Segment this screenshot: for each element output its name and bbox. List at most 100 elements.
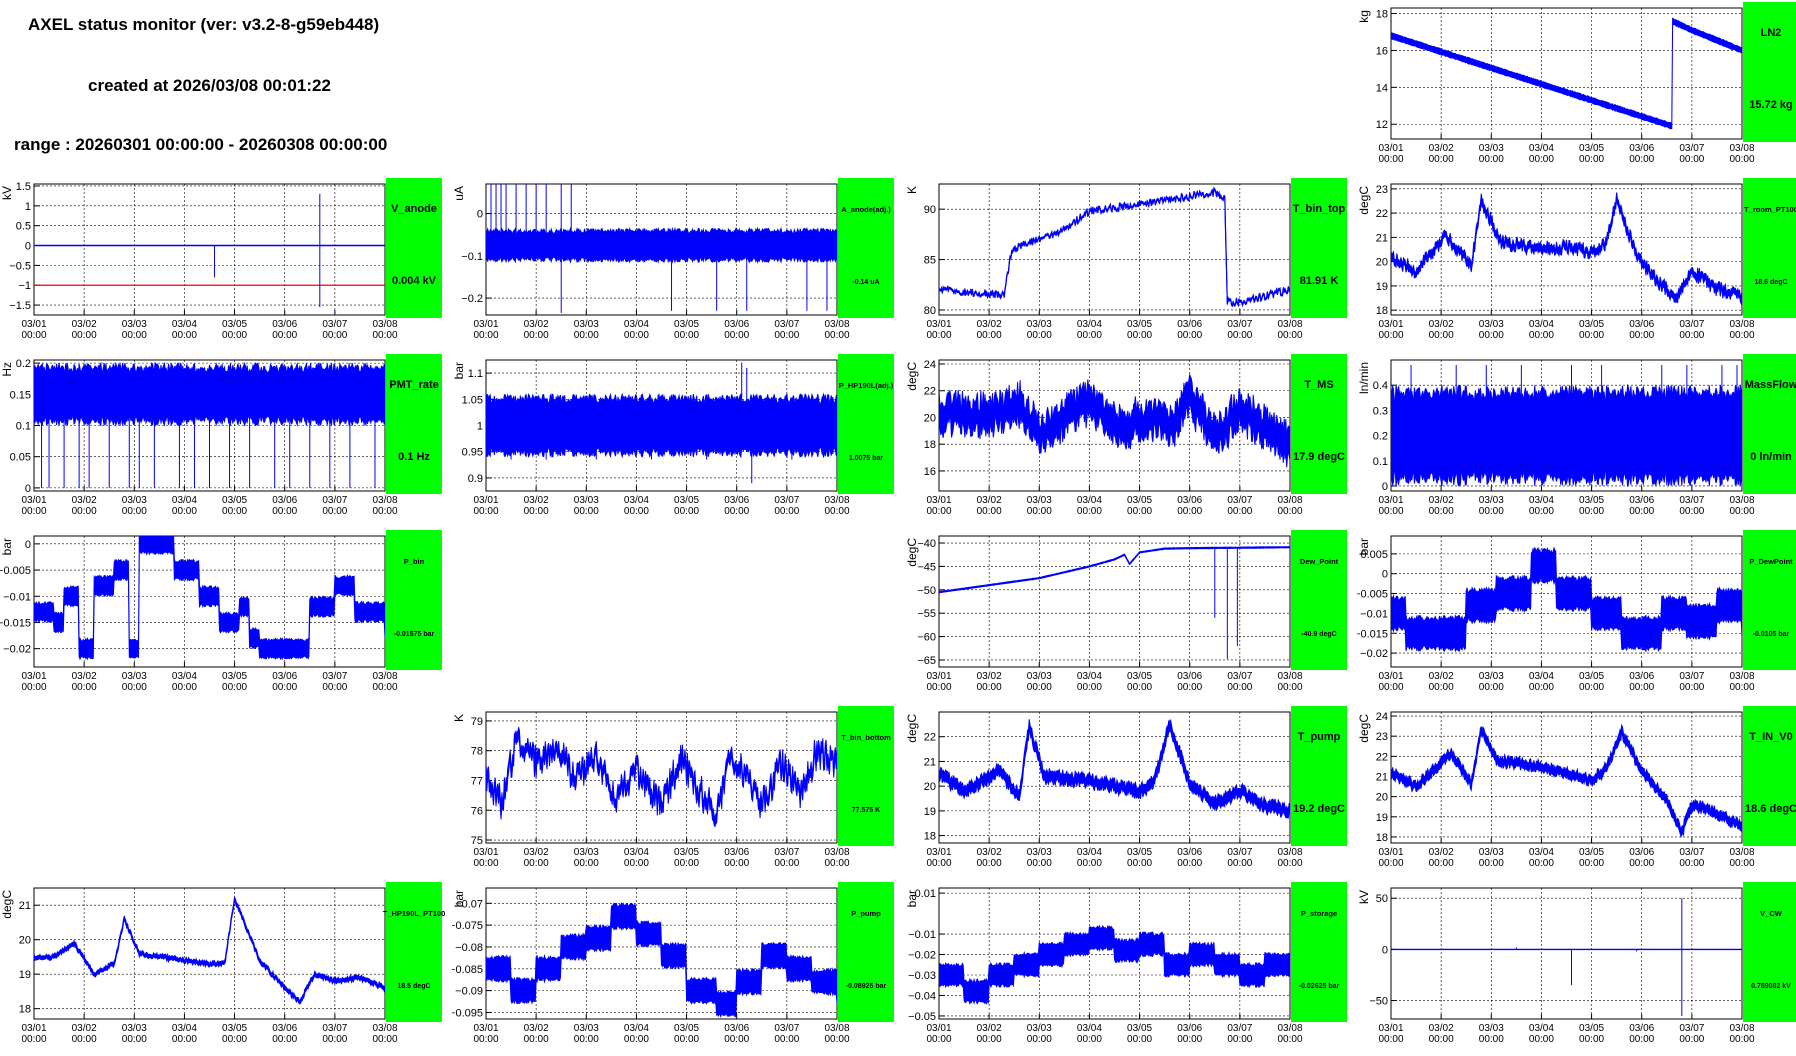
channel-label: T_HP190L_PT100 bbox=[383, 909, 446, 918]
y-axis-label: degC bbox=[1357, 186, 1371, 215]
series-group bbox=[486, 901, 837, 1019]
channel-label: Dew_Point bbox=[1300, 557, 1339, 566]
y-tick-label: 0.2 bbox=[16, 358, 31, 370]
x-tick-label: 03/01 bbox=[1378, 143, 1403, 154]
x-tick-label: 00:00 bbox=[172, 682, 197, 693]
value-box bbox=[1291, 882, 1347, 1022]
x-tick-label: 00:00 bbox=[1227, 682, 1252, 693]
y-tick-label: 16 bbox=[1376, 45, 1388, 57]
y-tick-label: 80 bbox=[924, 305, 936, 317]
x-tick-label: 00:00 bbox=[1077, 858, 1102, 869]
x-tick-label: 03/07 bbox=[1679, 847, 1704, 858]
x-tick-label: 03/05 bbox=[222, 319, 247, 330]
y-tick-label: 18 bbox=[924, 831, 936, 843]
x-tick-label: 00:00 bbox=[1429, 1034, 1454, 1045]
x-tick-label: 03/02 bbox=[1429, 671, 1454, 682]
x-tick-label: 03/05 bbox=[674, 1023, 699, 1034]
channel-label: T_IN_V0 bbox=[1749, 731, 1792, 743]
x-tick-label: 00:00 bbox=[824, 1034, 849, 1045]
y-tick-label: 1 bbox=[25, 201, 31, 213]
x-tick-label: 00:00 bbox=[1177, 506, 1202, 517]
y-tick-label: −0.015 bbox=[0, 617, 31, 629]
channel-value: 15.72 kg bbox=[1749, 99, 1792, 111]
x-tick-label: 03/05 bbox=[674, 495, 699, 506]
x-tick-label: 00:00 bbox=[1629, 682, 1654, 693]
x-tick-label: 03/01 bbox=[1378, 1023, 1403, 1034]
x-tick-label: 00:00 bbox=[21, 1034, 46, 1045]
channel-value: -40.9 degC bbox=[1301, 631, 1336, 638]
x-tick-label: 00:00 bbox=[272, 682, 297, 693]
x-tick-label: 03/02 bbox=[977, 1023, 1002, 1034]
y-tick-label: 0 bbox=[1382, 569, 1388, 581]
chart-panel-dew-point: 03/0100:0003/0200:0003/0300:0003/0400:00… bbox=[905, 530, 1347, 693]
x-tick-label: 03/08 bbox=[1277, 495, 1302, 506]
x-tick-label: 03/07 bbox=[1679, 143, 1704, 154]
x-tick-label: 00:00 bbox=[1479, 682, 1504, 693]
y-tick-label: 0 bbox=[25, 483, 31, 495]
x-tick-label: 03/04 bbox=[1077, 1023, 1102, 1034]
x-tick-label: 03/02 bbox=[1429, 495, 1454, 506]
x-tick-label: 00:00 bbox=[1027, 858, 1052, 869]
series-band bbox=[1391, 546, 1742, 653]
x-tick-label: 00:00 bbox=[1378, 1034, 1403, 1045]
y-axis-label: kg bbox=[1357, 10, 1371, 23]
chart-panel-v-anode: 03/0100:0003/0200:0003/0300:0003/0400:00… bbox=[0, 178, 442, 341]
channel-label: T_bin_bottom bbox=[841, 733, 891, 742]
y-tick-label: 20 bbox=[924, 412, 936, 424]
x-tick-label: 03/01 bbox=[1378, 495, 1403, 506]
y-tick-label: 20 bbox=[924, 781, 936, 793]
x-tick-label: 00:00 bbox=[1629, 506, 1654, 517]
value-box bbox=[386, 354, 442, 494]
x-tick-label: 00:00 bbox=[824, 506, 849, 517]
x-tick-label: 03/06 bbox=[1629, 1023, 1654, 1034]
x-tick-label: 00:00 bbox=[1679, 506, 1704, 517]
channel-label: V_CW bbox=[1760, 909, 1783, 918]
x-tick-label: 03/05 bbox=[1579, 319, 1604, 330]
x-tick-label: 03/03 bbox=[122, 1023, 147, 1034]
x-tick-label: 03/04 bbox=[172, 1023, 197, 1034]
x-tick-label: 00:00 bbox=[1679, 154, 1704, 165]
x-tick-label: 00:00 bbox=[977, 858, 1002, 869]
chart-panel-massflow: 03/0100:0003/0200:0003/0300:0003/0400:00… bbox=[1357, 354, 1796, 517]
y-axis-label: uA bbox=[452, 186, 466, 201]
x-tick-label: 03/03 bbox=[1479, 495, 1504, 506]
y-tick-label: −0.03 bbox=[908, 970, 936, 982]
y-tick-label: 1.1 bbox=[468, 368, 483, 380]
y-axis-label: degC bbox=[905, 538, 919, 567]
channel-label: PMT_rate bbox=[389, 379, 439, 391]
x-tick-label: 03/02 bbox=[1429, 143, 1454, 154]
x-tick-label: 00:00 bbox=[1077, 506, 1102, 517]
x-tick-label: 03/08 bbox=[1277, 1023, 1302, 1034]
series-line bbox=[939, 723, 1290, 815]
x-tick-label: 00:00 bbox=[624, 858, 649, 869]
y-tick-label: 0 bbox=[1382, 481, 1388, 493]
channel-value: -0.01575 bar bbox=[394, 631, 435, 638]
x-tick-label: 00:00 bbox=[1529, 330, 1554, 341]
value-box bbox=[838, 354, 894, 494]
x-tick-label: 00:00 bbox=[1277, 1034, 1302, 1045]
y-tick-label: 16 bbox=[924, 466, 936, 478]
y-tick-label: −0.005 bbox=[1357, 589, 1388, 601]
x-tick-label: 03/05 bbox=[674, 847, 699, 858]
y-axis-label: Hz bbox=[0, 362, 14, 377]
x-tick-label: 03/01 bbox=[926, 847, 951, 858]
x-tick-label: 00:00 bbox=[1629, 330, 1654, 341]
x-tick-label: 00:00 bbox=[1077, 1034, 1102, 1045]
y-tick-label: 1.5 bbox=[16, 181, 31, 193]
chart-panel-t-pump: 03/0100:0003/0200:0003/0300:0003/0400:00… bbox=[905, 706, 1347, 869]
x-tick-label: 03/01 bbox=[21, 319, 46, 330]
x-tick-label: 03/07 bbox=[1227, 847, 1252, 858]
x-tick-label: 00:00 bbox=[724, 506, 749, 517]
y-tick-label: −1.5 bbox=[9, 300, 31, 312]
y-tick-label: −0.2 bbox=[461, 293, 483, 305]
x-tick-label: 00:00 bbox=[1277, 330, 1302, 341]
x-tick-label: 00:00 bbox=[624, 506, 649, 517]
y-tick-label: −0.04 bbox=[908, 990, 936, 1002]
x-tick-label: 03/01 bbox=[1378, 319, 1403, 330]
plot-area bbox=[485, 711, 838, 844]
value-box bbox=[1291, 530, 1347, 670]
plot-area bbox=[1390, 887, 1743, 1020]
y-tick-label: 0.2 bbox=[1373, 431, 1388, 443]
plot-area bbox=[938, 535, 1291, 668]
